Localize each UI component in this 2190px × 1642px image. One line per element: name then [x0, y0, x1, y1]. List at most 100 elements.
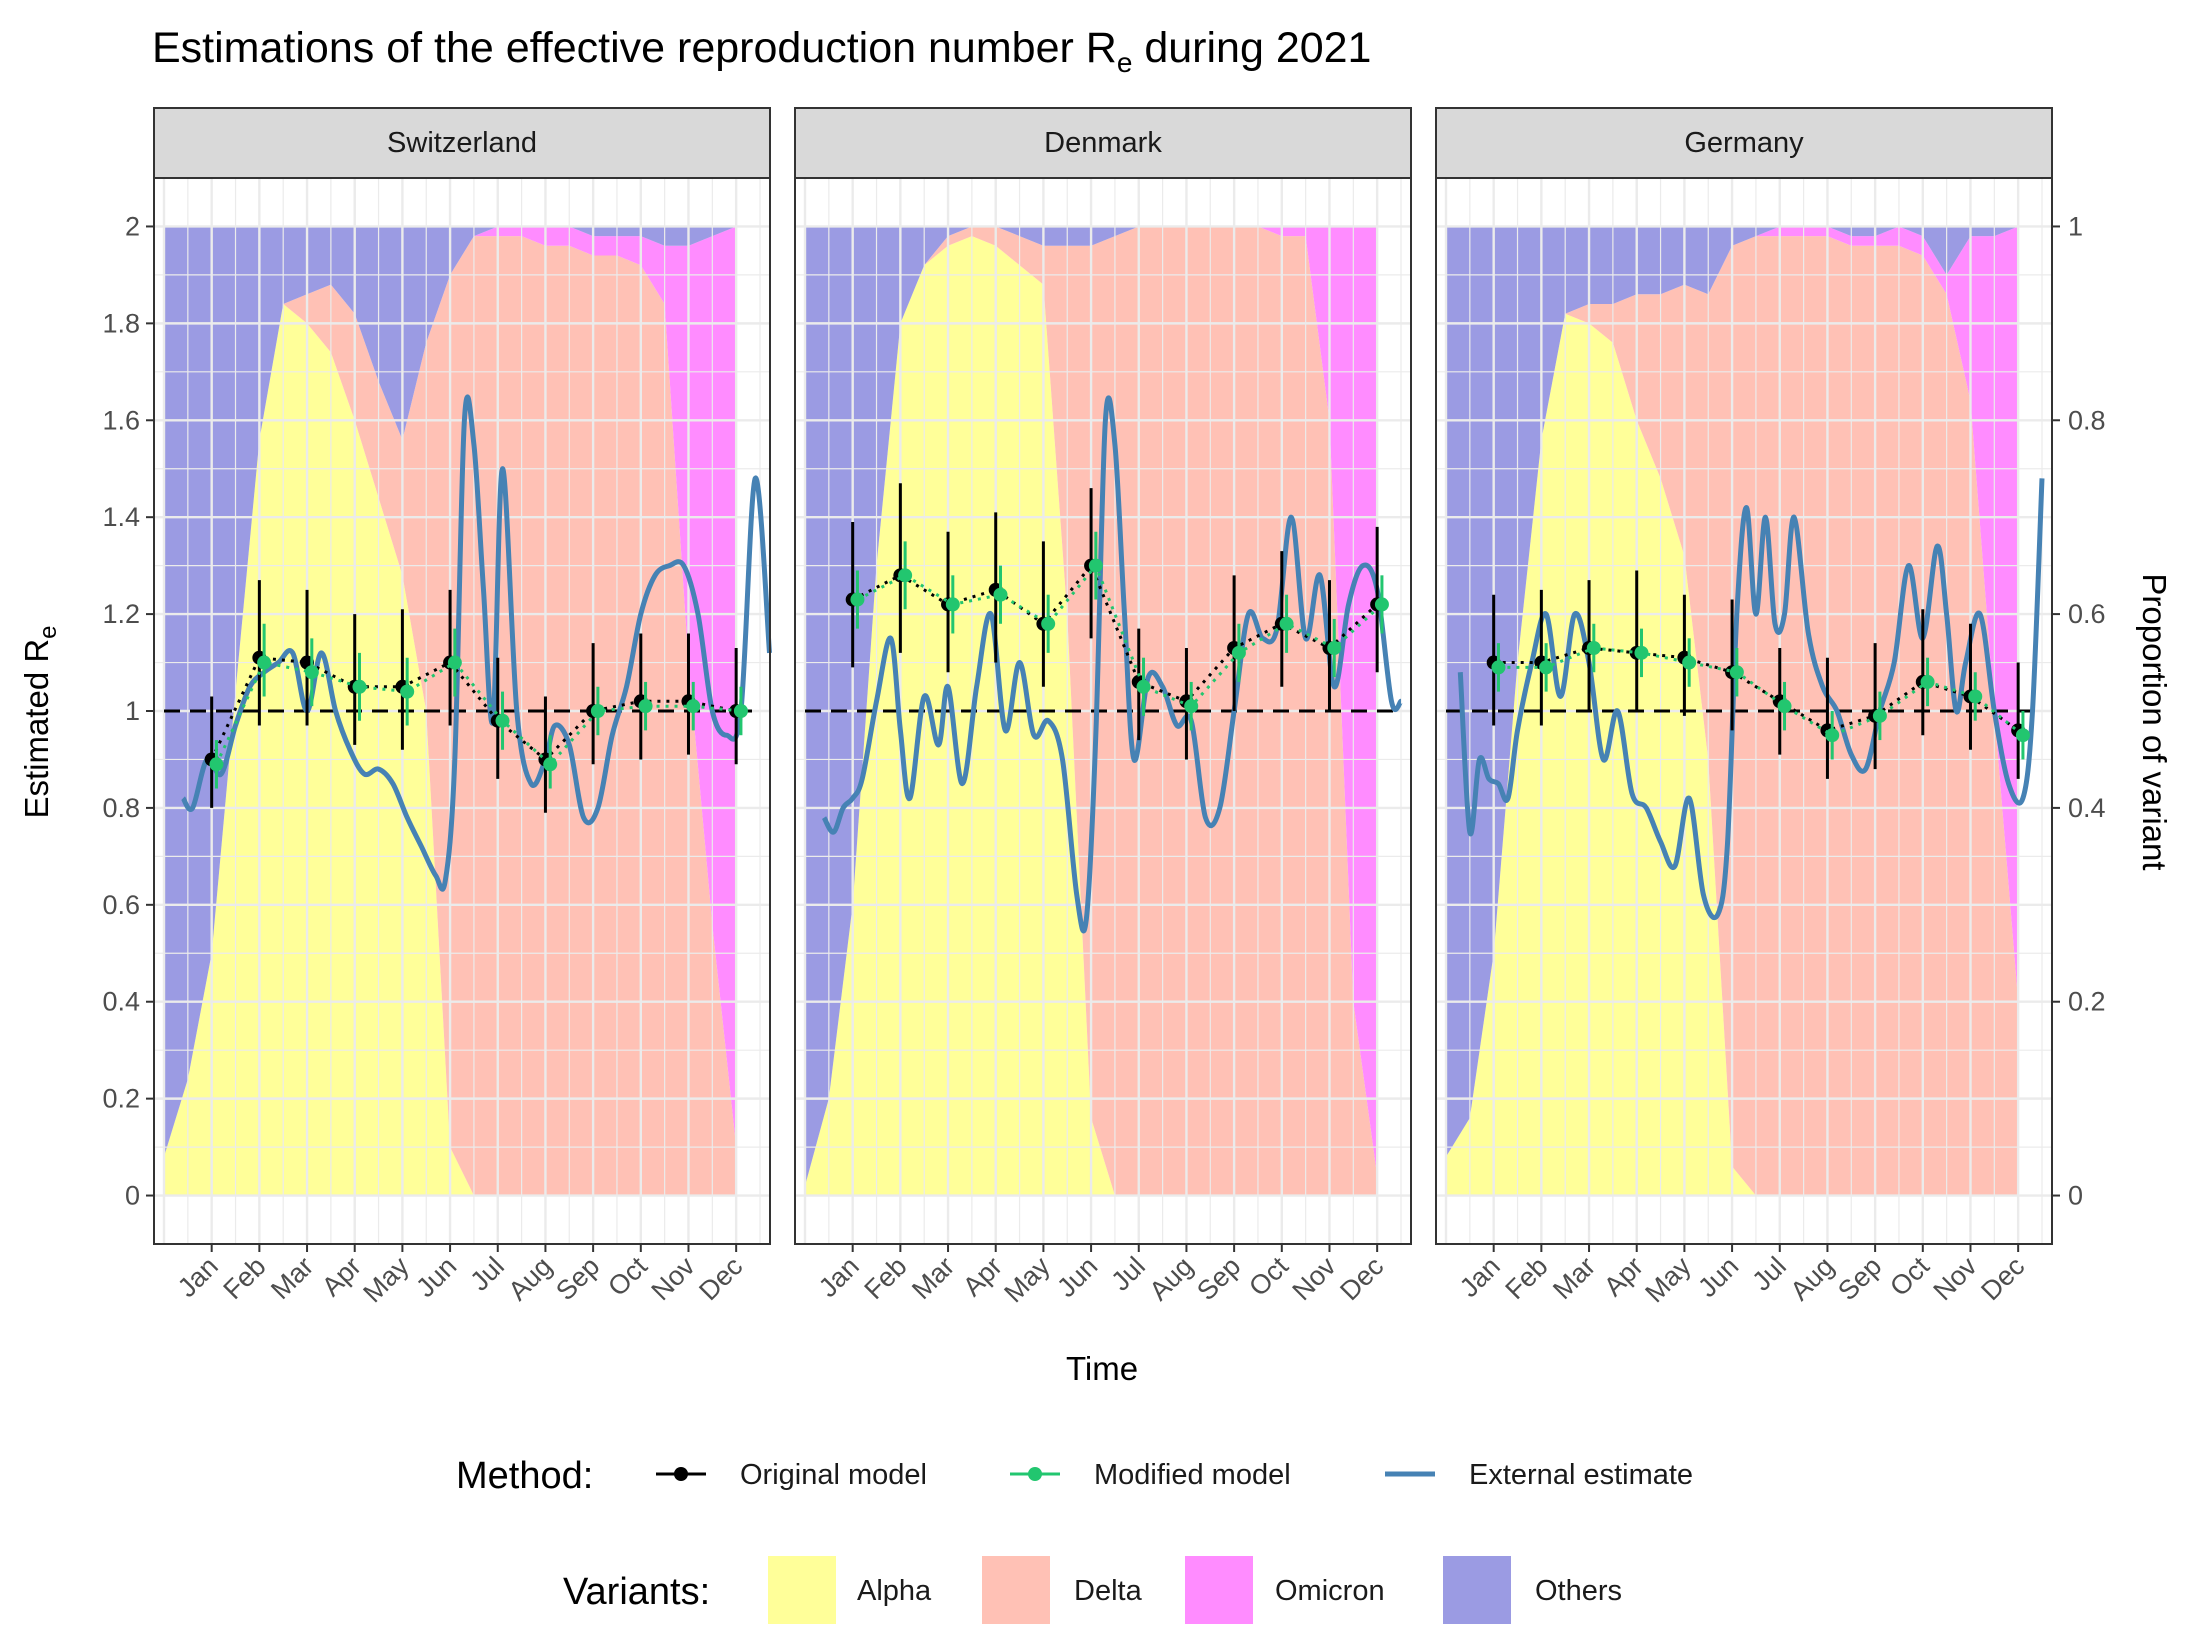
point-modified-model	[1539, 660, 1554, 675]
y-axis-title-subscript: e	[35, 625, 62, 638]
x-tick-label: Mar	[1547, 1251, 1601, 1305]
point-modified-model	[1634, 645, 1649, 660]
legend-swatch-omicron	[1185, 1556, 1253, 1624]
point-modified-model	[1136, 679, 1151, 694]
point-modified-model	[2015, 728, 2030, 743]
point-modified-model	[993, 587, 1008, 602]
chart-title-subscript: e	[1117, 47, 1133, 78]
point-modified-model	[495, 713, 510, 728]
x-tick-label: Nov	[646, 1251, 702, 1307]
variant-area-others	[1446, 226, 2019, 1157]
y-tick-label: 2	[125, 211, 140, 241]
point-modified-model	[1231, 645, 1246, 660]
point-modified-model	[1491, 660, 1506, 675]
x-tick-label: Aug	[1784, 1251, 1839, 1306]
legend-label-external-estimate: External estimate	[1469, 1459, 1693, 1491]
x-tick-label: Jun	[1692, 1251, 1744, 1303]
x-tick-label: Nov	[1928, 1251, 1984, 1307]
x-tick-label: Nov	[1287, 1251, 1343, 1307]
point-modified-model	[850, 592, 865, 607]
series-line-external-estimate	[180, 394, 772, 892]
series-line-modified-model	[856, 562, 1383, 708]
series-line-modified-model	[1498, 646, 2024, 737]
legend-key-point-original-model	[674, 1467, 688, 1481]
point-modified-model	[1825, 728, 1840, 743]
x-tick-label: Apr	[1598, 1251, 1649, 1302]
variant-area-omicron	[1446, 226, 2019, 1157]
point-modified-model	[1184, 699, 1199, 714]
x-tick-label: Aug	[502, 1251, 557, 1306]
point-modified-model	[1088, 558, 1103, 573]
legend-method: Method: Original model Modified model Exter…	[456, 1455, 1693, 1497]
y-tick-label: 0	[125, 1181, 140, 1211]
panel-strip	[794, 107, 1412, 179]
point-modified-model	[447, 655, 462, 670]
x-tick-label: May	[357, 1251, 415, 1309]
point-modified-model	[945, 597, 960, 612]
point-modified-model	[1041, 616, 1056, 631]
x-tick-label: Apr	[957, 1251, 1008, 1302]
legend-label-delta: Delta	[1074, 1575, 1143, 1607]
point-modified-model	[257, 655, 272, 670]
x-tick-label: Jun	[1051, 1251, 1103, 1303]
point-modified-model	[1682, 655, 1697, 670]
x-tick-label: Jan	[172, 1251, 224, 1303]
point-modified-model	[304, 665, 319, 680]
x-tick-label: May	[1639, 1251, 1697, 1309]
legend-swatch-delta	[982, 1556, 1050, 1624]
point-modified-model	[1374, 597, 1389, 612]
point-modified-model	[1327, 641, 1342, 656]
legend-label-original-model: Original model	[740, 1459, 927, 1491]
variant-area-omicron	[164, 226, 737, 1157]
secondary-y-tick-label: 0	[2068, 1181, 2083, 1211]
series-line-modified-model	[215, 660, 742, 767]
point-modified-model	[733, 704, 748, 718]
point-modified-model	[209, 757, 224, 772]
y-tick-label: 0.6	[102, 890, 140, 920]
legend-method-title: Method:	[456, 1455, 593, 1497]
x-tick-label: Dec	[693, 1251, 748, 1306]
series-line-original-model	[1493, 646, 2020, 733]
x-tick-label: Oct	[1243, 1251, 1294, 1302]
x-tick-label: Mar	[265, 1251, 319, 1305]
secondary-y-tick-label: 0.4	[2068, 793, 2106, 823]
point-modified-model	[1729, 665, 1744, 680]
x-tick-label: Feb	[217, 1251, 271, 1305]
x-tick-label: Feb	[858, 1251, 912, 1305]
chart-title-main: Estimations of the effective reproductio…	[152, 24, 1117, 72]
x-tick-label: Aug	[1143, 1251, 1198, 1306]
secondary-y-tick-label: 0.8	[2068, 405, 2106, 435]
y-tick-label: 1.2	[102, 599, 140, 629]
secondary-y-tick-label: 0.6	[2068, 599, 2106, 629]
x-tick-label: Sep	[1832, 1251, 1887, 1306]
y-tick-label: 0.2	[102, 1084, 140, 1114]
chart-title-tail: during 2021	[1132, 24, 1371, 72]
legend-label-omicron: Omicron	[1275, 1575, 1385, 1607]
legend-label-alpha: Alpha	[857, 1575, 932, 1607]
point-modified-model	[590, 704, 605, 718]
point-modified-model	[1777, 699, 1792, 714]
secondary-y-axis: 0 0.2 0.4 0.6 0.8 1	[2052, 211, 2106, 1211]
panel-border	[794, 177, 1412, 1245]
secondary-y-tick-label: 1	[2068, 211, 2083, 241]
x-tick-label: Jul	[464, 1251, 510, 1297]
x-tick-label: Dec	[1975, 1251, 2030, 1306]
y-axis-title-main: Estimated R	[18, 639, 55, 819]
x-tick-label: Sep	[1191, 1251, 1246, 1306]
y-tick-label: 1.8	[102, 308, 140, 338]
y-tick-label: 1	[125, 696, 140, 726]
x-tick-label: Jul	[1746, 1251, 1792, 1297]
series-line-external-estimate	[1457, 478, 2045, 921]
point-modified-model	[638, 699, 653, 714]
legend-variants: Variants: Alpha Delta Omicron Others	[563, 1556, 1622, 1624]
y-tick-label: 1.4	[102, 502, 140, 532]
panel-strip-label: Denmark	[1044, 127, 1162, 159]
x-tick-label: Apr	[316, 1251, 367, 1302]
x-tick-label: Jan	[813, 1251, 865, 1303]
chart-title: Estimations of the effective reproductio…	[152, 24, 1371, 78]
legend-label-modified-model: Modified model	[1094, 1459, 1291, 1491]
panel-strip-label: Germany	[1684, 127, 1804, 159]
